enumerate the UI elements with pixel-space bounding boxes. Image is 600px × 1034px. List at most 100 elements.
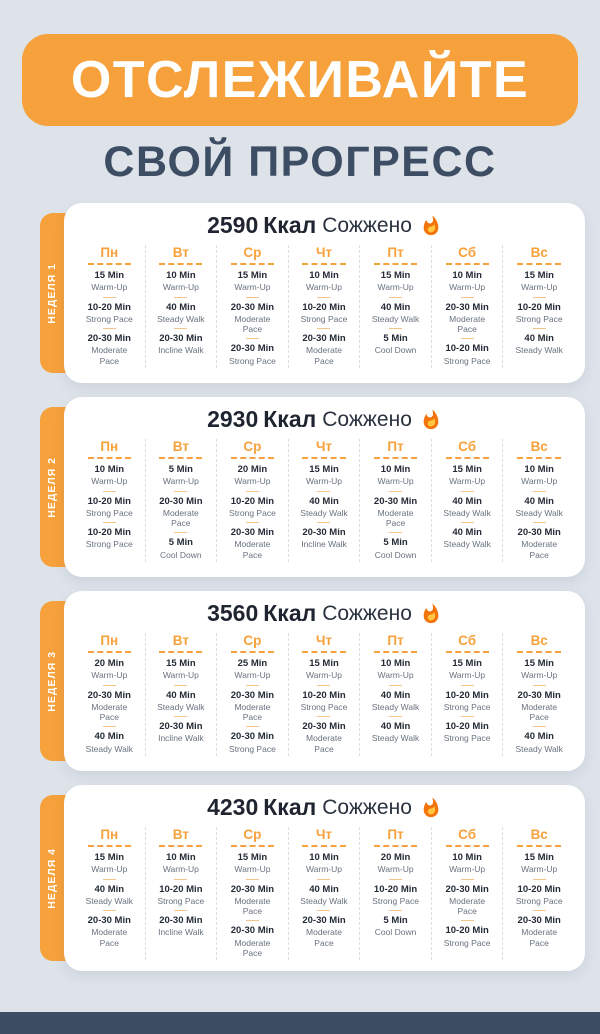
day-name: Ср xyxy=(243,633,262,648)
activity-duration: 15 Min xyxy=(380,270,411,281)
activity-separator xyxy=(174,490,188,492)
activity: 20-30 Min Moderate Pace xyxy=(219,884,286,917)
activity-separator xyxy=(389,910,403,912)
activity-name: Steady Walk xyxy=(371,701,420,712)
activity: 10-20 Min Strong Pace xyxy=(291,302,358,325)
activity-duration: 20-30 Min xyxy=(230,527,275,539)
activity-name: Moderate Pace xyxy=(449,895,486,917)
activity-separator xyxy=(317,878,331,880)
day-column: Вт 5 Min Warm-Up 20-30 Min Moderate Pace 5 Mi… xyxy=(146,439,218,562)
days-grid: Пн 10 Min Warm-Up 10-20 Min Strong Pace 10-20… xyxy=(74,439,575,562)
activity: 20-30 Min Moderate Pace xyxy=(291,333,358,366)
activity-separator xyxy=(460,490,474,492)
activity: 15 Min Warm-Up xyxy=(362,270,429,293)
activity-duration: 15 Min xyxy=(237,270,268,281)
activity-separator xyxy=(102,296,116,298)
activity-separator xyxy=(102,684,116,686)
activity-name: Moderate Pace xyxy=(234,701,271,723)
kcal-group: 3560 Ккал xyxy=(207,600,316,627)
activity: 15 Min Warm-Up xyxy=(291,464,358,487)
activity-name: Strong Pace xyxy=(515,895,563,906)
activity-duration: 10 Min xyxy=(380,464,411,475)
day-name: Сб xyxy=(458,633,477,648)
day-name: Ср xyxy=(243,245,262,260)
activity-duration: 20-30 Min xyxy=(517,527,561,539)
activity-duration: 10 Min xyxy=(309,852,339,863)
activity-separator xyxy=(460,338,474,340)
day-name-underline xyxy=(517,845,562,847)
activity-duration: 20-30 Min xyxy=(230,689,275,701)
activity-name: Strong Pace xyxy=(515,313,563,324)
day-column: Ср 15 Min Warm-Up 20-30 Min Moderate Pace 20-… xyxy=(217,827,289,960)
activity-duration: 20 Min xyxy=(380,852,411,863)
activity-duration: 10-20 Min xyxy=(373,883,418,895)
activity-separator xyxy=(389,878,403,880)
day-name-underline xyxy=(373,457,418,459)
activity-separator xyxy=(532,726,546,728)
day-name-underline xyxy=(373,263,418,265)
activity-name: Moderate Pace xyxy=(162,507,199,529)
activity-duration: 10 Min xyxy=(166,270,196,281)
kcal-group: 2930 Ккал xyxy=(207,406,316,433)
activity-name: Warm-Up xyxy=(377,670,414,681)
activity-name: Warm-Up xyxy=(91,670,128,681)
day-name-underline xyxy=(445,651,489,653)
week-body: 3560 Ккал Сожжено Пн 20 Min Warm-Up 20-30 Min M… xyxy=(64,591,585,771)
day-name: Чт xyxy=(315,633,333,648)
activity-duration: 15 Min xyxy=(94,270,125,281)
day-name-underline xyxy=(517,263,562,265)
activity-separator xyxy=(460,920,474,922)
activity: 20-30 Min Moderate Pace xyxy=(291,915,358,948)
activity-name: Strong Pace xyxy=(229,743,276,754)
activity-separator xyxy=(174,296,188,298)
activity: 15 Min Warm-Up xyxy=(219,852,286,875)
activity-separator xyxy=(460,878,474,880)
activity-duration: 15 Min xyxy=(237,852,268,863)
activity: 20-30 Min Moderate Pace xyxy=(505,915,573,948)
activity-duration: 20 Min xyxy=(94,658,125,669)
kcal-unit: Ккал xyxy=(263,794,317,820)
activity-name: Moderate Pace xyxy=(91,345,128,366)
activity-duration: 20-30 Min xyxy=(87,333,131,345)
kcal-unit: Ккал xyxy=(263,406,317,432)
day-name-underline xyxy=(445,457,489,459)
activity-separator xyxy=(102,522,116,524)
activity: 10-20 Min Strong Pace xyxy=(148,884,215,907)
activity-separator xyxy=(317,296,331,298)
activity: 20-30 Min Moderate Pace xyxy=(148,496,215,529)
day-name: Пн xyxy=(100,245,119,260)
activity-duration: 15 Min xyxy=(309,658,339,669)
activity-name: Moderate Pace xyxy=(306,927,342,948)
activity: 5 Min Cool Down xyxy=(362,915,429,938)
activity-name: Moderate Pace xyxy=(234,937,271,958)
activity: 10 Min Warm-Up xyxy=(505,464,573,487)
day-name-underline xyxy=(159,651,203,653)
day-name: Вт xyxy=(172,439,189,454)
activity: 10-20 Min Strong Pace xyxy=(219,496,286,519)
activity-duration: 20-30 Min xyxy=(159,915,203,927)
day-name: Пн xyxy=(100,633,119,648)
day-name: Пн xyxy=(100,827,119,842)
activity-name: Warm-Up xyxy=(162,670,199,681)
activity-duration: 20-30 Min xyxy=(302,915,346,927)
activity: 40 Min Steady Walk xyxy=(148,302,215,325)
activity: 40 Min Steady Walk xyxy=(291,496,358,519)
day-column: Пн 15 Min Warm-Up 40 Min Steady Walk 20-30 Mi… xyxy=(74,827,146,960)
activity-name: Moderate Pace xyxy=(449,313,486,335)
activity-duration: 20-30 Min xyxy=(517,689,561,701)
activity-duration: 40 Min xyxy=(524,333,554,345)
day-name: Чт xyxy=(315,439,333,454)
activity-separator xyxy=(174,910,188,912)
activity-separator xyxy=(317,910,331,912)
activity-name: Steady Walk xyxy=(371,733,420,744)
day-name: Вс xyxy=(530,633,548,648)
week-card: НЕДЕЛЯ 4 4230 Ккал Сожжено Пн 15 Min Warm-Up 40… xyxy=(40,785,585,971)
activity-separator xyxy=(174,716,188,718)
activity-name: Cool Down xyxy=(374,345,417,356)
activity: 20-30 Min Incline Walk xyxy=(148,333,215,356)
day-name-underline xyxy=(445,845,489,847)
day-column: Пт 15 Min Warm-Up 40 Min Steady Walk 5 Min Coo… xyxy=(360,245,432,368)
activity: 40 Min Steady Walk xyxy=(362,690,429,713)
activity-separator xyxy=(389,490,403,492)
activity-name: Strong Pace xyxy=(443,733,491,744)
